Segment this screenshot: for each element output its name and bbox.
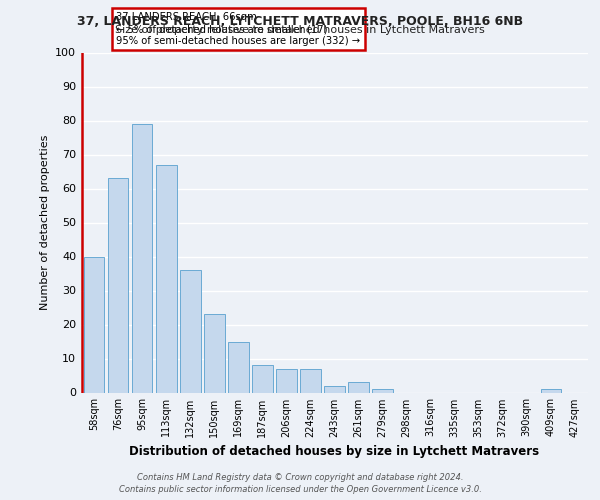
Bar [252, 366, 272, 392]
Bar [541, 389, 561, 392]
X-axis label: Distribution of detached houses by size in Lytchett Matravers: Distribution of detached houses by size … [130, 445, 539, 458]
Bar [84, 256, 104, 392]
Bar [300, 368, 320, 392]
Bar [180, 270, 200, 392]
Bar [156, 164, 176, 392]
Bar [132, 124, 152, 392]
Bar [108, 178, 128, 392]
Text: 37 LANDERS REACH: 66sqm
← 5% of detached houses are smaller (17)
95% of semi-det: 37 LANDERS REACH: 66sqm ← 5% of detached… [116, 12, 361, 46]
Text: Contains HM Land Registry data © Crown copyright and database right 2024.
Contai: Contains HM Land Registry data © Crown c… [119, 472, 481, 494]
Bar [204, 314, 224, 392]
Bar [349, 382, 369, 392]
Bar [324, 386, 345, 392]
Bar [228, 342, 248, 392]
Y-axis label: Number of detached properties: Number of detached properties [40, 135, 50, 310]
Text: Size of property relative to detached houses in Lytchett Matravers: Size of property relative to detached ho… [115, 25, 485, 35]
Bar [373, 389, 393, 392]
Bar [276, 368, 296, 392]
Text: 37, LANDERS REACH, LYTCHETT MATRAVERS, POOLE, BH16 6NB: 37, LANDERS REACH, LYTCHETT MATRAVERS, P… [77, 15, 523, 28]
